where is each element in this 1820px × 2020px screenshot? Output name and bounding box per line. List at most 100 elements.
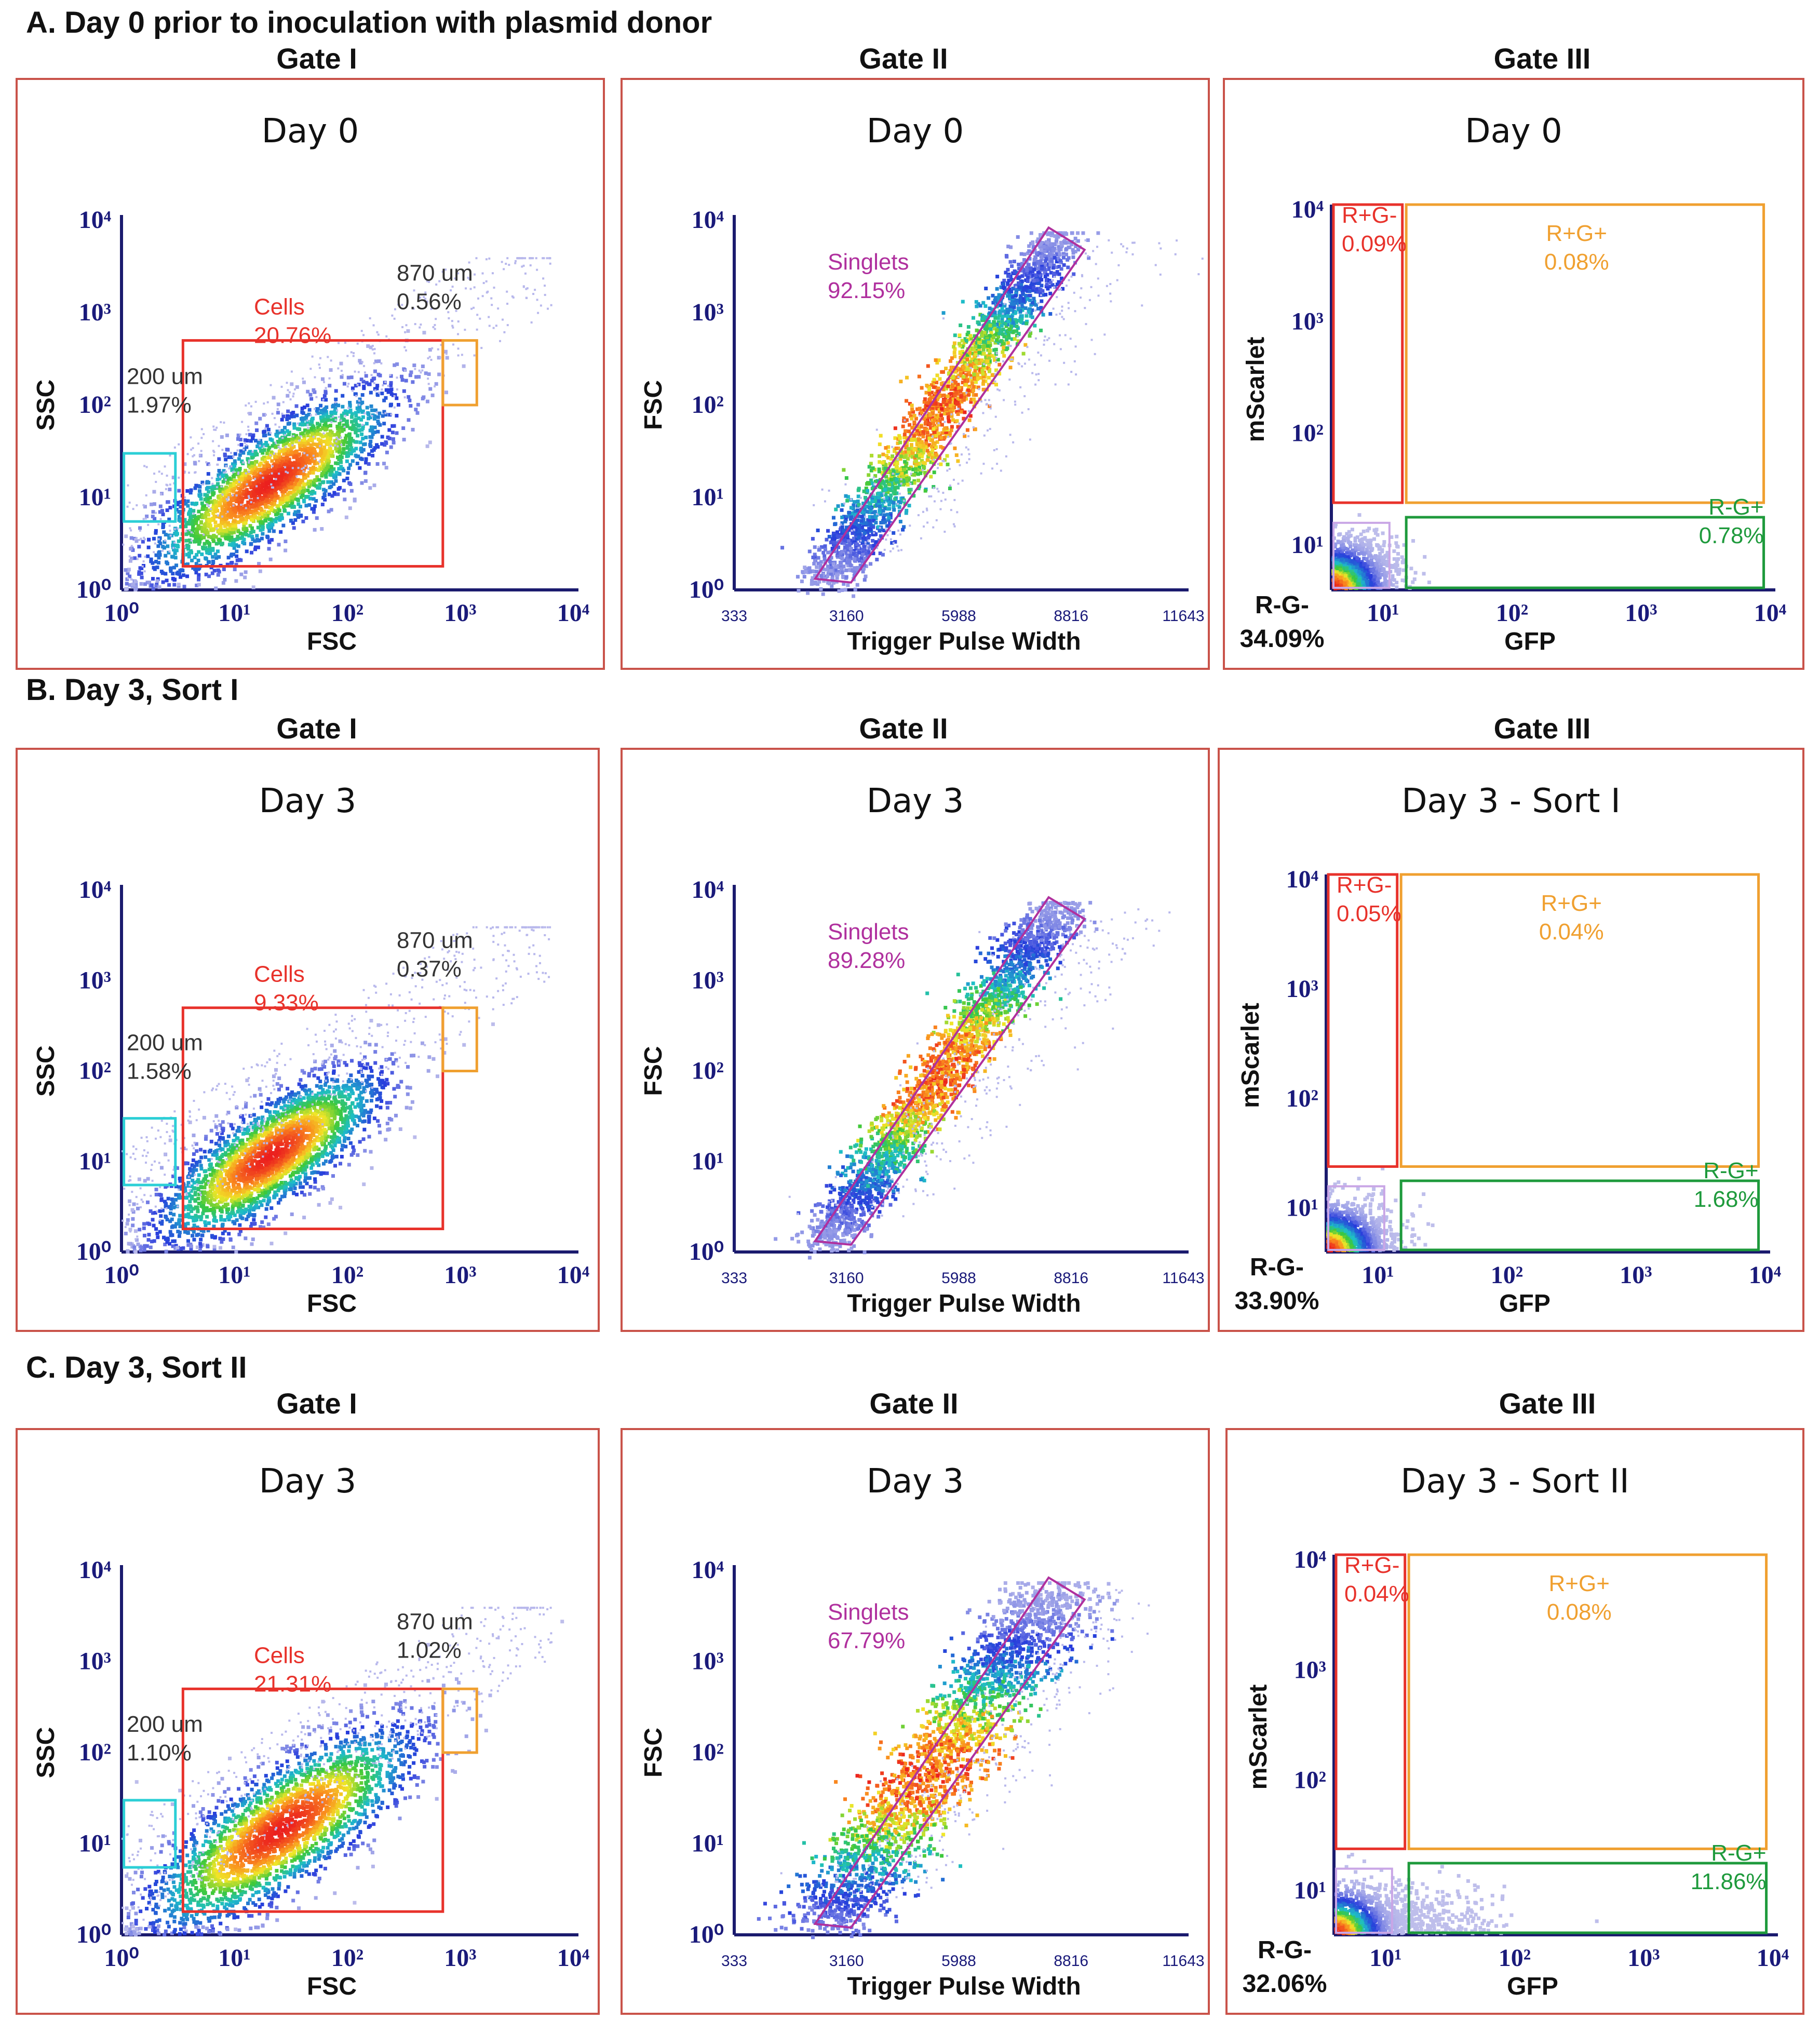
scatter-point [203,527,207,531]
scatter-point [343,409,347,413]
scatter-point [334,470,339,475]
scatter-point [311,457,315,461]
scatter-point [869,468,873,473]
scatter-point-sparse [135,537,138,540]
scatter-point-sparse [319,357,322,359]
scatter-point [349,446,354,450]
scatter-point [294,438,298,442]
scatter-point [299,491,303,495]
scatter-point [189,517,193,521]
scatter-point [301,519,305,523]
scatter-point [996,297,1000,301]
scatter-point [816,582,820,586]
scatter-point [1036,271,1040,275]
scatter-point [184,524,188,529]
scatter-point [827,569,831,573]
scatter-point [302,380,306,384]
scatter-point-sparse [463,270,465,272]
scatter-point-sparse [277,446,280,448]
scatter-point [348,506,352,510]
scatter-point [319,449,323,453]
scatter-point [217,541,221,545]
scatter-point [1064,252,1069,257]
scatter-point-sparse [158,470,160,473]
scatter-point-sparse [225,465,227,467]
scatter-point [879,498,883,502]
scatter-point [262,458,266,462]
scatter-point [158,504,163,508]
scatter-point [287,467,291,472]
scatter-point [205,508,209,513]
scatter-point [240,460,244,464]
scatter-point [337,430,341,434]
scatter-point [169,566,173,570]
scatter-point [319,433,323,437]
scatter-point-sparse [291,444,294,447]
scatter-point [211,548,215,552]
scatter-point [982,352,986,356]
scatter-point [1000,315,1004,319]
scatter-point-sparse [192,447,194,449]
scatter-point [358,359,362,363]
scatter-point [315,432,319,436]
scatter-point [339,454,343,459]
scatter-point [309,427,314,431]
scatter-point [235,491,239,495]
scatter-point [902,433,907,437]
scatter-point [239,484,244,488]
scatter-point [937,358,941,362]
scatter-point [1022,286,1026,290]
scatter-point [856,514,860,518]
scatter-point [185,553,189,557]
scatter-point [881,553,885,557]
scatter-point [881,452,885,456]
scatter-point [186,529,190,533]
scatter-point [963,394,967,398]
scatter-point-sparse [473,286,476,289]
scatter-point [281,439,286,443]
scatter-point [171,572,175,576]
scatter-point [988,306,992,311]
scatter-point [288,421,292,425]
scatter-point [864,564,868,568]
scatter-point [299,480,303,484]
scatter-point-sparse [464,329,466,331]
scatter-point [260,536,264,541]
scatter-point [988,343,992,347]
scatter-point [232,507,236,511]
scatter-point [318,465,322,469]
scatter-point [368,428,372,433]
scatter-point [334,397,338,401]
scatter-point-sparse [413,289,415,292]
scatter-point [165,578,169,583]
scatter-point [1012,302,1016,306]
scatter-point [250,461,254,465]
scatter-point [324,470,328,475]
scatter-point [251,452,255,456]
scatter-point [211,502,215,506]
scatter-point [321,419,325,423]
scatter-point-sparse [262,477,264,479]
scatter-point [948,487,952,491]
scatter-point [878,529,882,533]
scatter-point [227,523,232,527]
scatter-point-sparse [323,381,326,383]
scatter-point [254,451,258,455]
scatter-point [373,414,377,418]
scatter-point [973,427,977,432]
scatter-point [844,476,848,480]
scatter-point [320,459,324,463]
scatter-point [213,520,218,524]
scatter-point [268,557,273,561]
scatter-point-sparse [357,371,360,373]
scatter-point-sparse [473,354,476,357]
scatter-point [1057,265,1061,269]
scatter-point [907,447,911,451]
scatter-point-sparse [208,464,211,466]
scatter-point [1024,278,1028,282]
scatter-point [306,495,310,499]
scatter-point [993,316,997,320]
scatter-point [153,567,157,571]
scatter-point [887,477,891,481]
scatter-point [908,423,912,427]
